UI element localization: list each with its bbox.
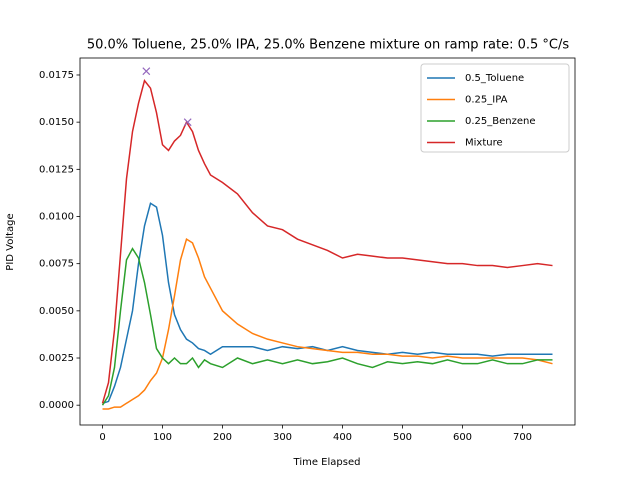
x-tick-label: 700	[513, 432, 532, 443]
y-tick-label: 0.0125	[39, 164, 74, 175]
peak-marker	[142, 67, 151, 76]
series-line	[101, 79, 553, 404]
legend-box	[420, 63, 570, 153]
legend-label: 0.25_Benzene	[465, 116, 536, 127]
peak-marker	[183, 118, 192, 127]
legend-label: 0.5_Toluene	[465, 73, 524, 84]
x-tick-label: 600	[453, 432, 472, 443]
y-tick-label: 0.0150	[39, 117, 74, 128]
chart-title: 50.0% Toluene, 25.0% IPA, 25.0% Benzene …	[87, 38, 570, 53]
x-tick-label: 500	[393, 432, 412, 443]
y-tick-label: 0.0050	[39, 306, 74, 317]
legend-label: Mixture	[465, 138, 503, 149]
x-tick-label: 400	[333, 432, 352, 443]
y-tick-label: 0.0175	[39, 70, 74, 81]
x-tick-label: 0	[99, 432, 105, 443]
plot-frame	[79, 57, 576, 426]
y-tick-label: 0.0100	[39, 211, 74, 222]
y-axis-label: PID Voltage	[5, 213, 16, 270]
x-tick-label: 100	[153, 432, 172, 443]
y-tick-label: 0.0000	[39, 400, 74, 411]
x-axis-label: Time Elapsed	[293, 457, 361, 468]
series-line	[101, 247, 553, 406]
series-line	[102, 202, 553, 405]
y-tick-label: 0.0075	[39, 259, 74, 270]
x-tick-label: 300	[273, 432, 292, 443]
series-line	[102, 237, 553, 410]
x-tick-label: 200	[213, 432, 232, 443]
y-tick-label: 0.0025	[39, 353, 74, 364]
legend-label: 0.25_IPA	[465, 95, 508, 106]
